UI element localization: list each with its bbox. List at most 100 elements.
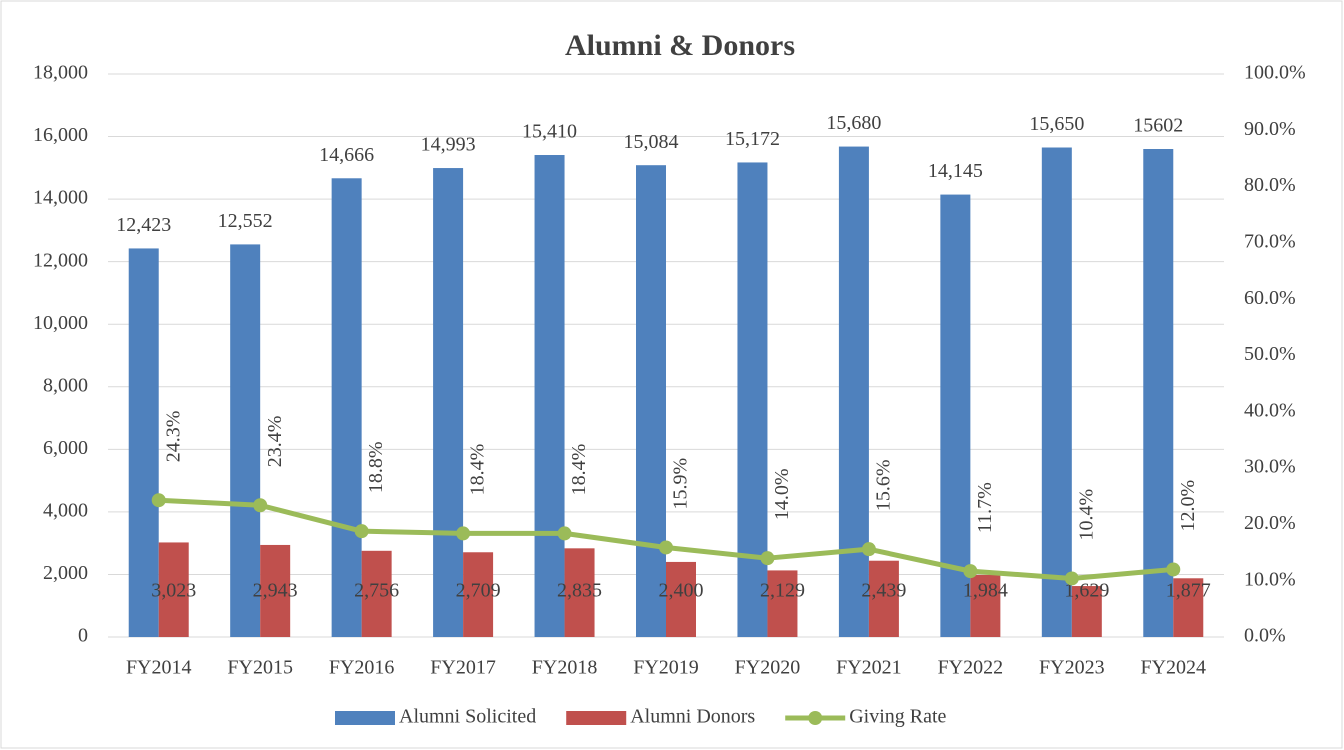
bar (564, 548, 595, 637)
line-label: 23.4% (264, 416, 286, 468)
line-label: 11.7% (974, 482, 996, 533)
bar-label: 1,629 (1064, 580, 1109, 602)
x-tick-label: FY2023 (1039, 657, 1105, 679)
x-tick-label: FY2020 (735, 657, 801, 679)
bar (158, 542, 189, 637)
line-point (557, 526, 572, 541)
y2-tick-label: 50.0% (1244, 343, 1296, 365)
bar (433, 168, 464, 637)
line-point (963, 564, 978, 579)
bar (737, 162, 768, 637)
line-point (1064, 571, 1079, 586)
bar-label: 14,666 (319, 144, 374, 166)
bar-label: 1,877 (1166, 580, 1211, 602)
bar (666, 561, 696, 637)
x-tick-label: FY2015 (227, 657, 293, 679)
y2-tick-label: 10.0% (1244, 568, 1296, 590)
bar (260, 544, 291, 637)
bar-label: 15,084 (624, 131, 679, 153)
line-label: 18.8% (365, 441, 387, 493)
x-tick-label: FY2021 (836, 657, 902, 679)
y-tick-label: 4,000 (43, 499, 88, 521)
bar (767, 570, 798, 637)
bar-label: 2,835 (557, 580, 602, 602)
bar-label: 15,410 (522, 121, 577, 143)
bar-label: 12,552 (218, 210, 273, 232)
bar-label: 15,680 (826, 112, 881, 134)
legend-swatch (335, 711, 395, 725)
y-tick-label: 12,000 (33, 249, 88, 271)
bar (534, 155, 565, 637)
bar (838, 146, 869, 637)
line-label: 15.6% (873, 460, 895, 512)
line-label: 18.4% (467, 444, 489, 496)
line-point (659, 540, 673, 555)
y-tick-label: 6,000 (43, 437, 88, 459)
legend-swatch (566, 711, 627, 725)
y2-tick-label: 30.0% (1244, 456, 1296, 478)
bar-label: 14,993 (421, 134, 476, 156)
legend-label: Alumni Solicited (399, 706, 536, 728)
line-label: 12.0% (1177, 480, 1199, 532)
line-point (1166, 562, 1181, 577)
y-tick-label: 18,000 (33, 62, 88, 84)
bar-label: 2,400 (659, 580, 704, 602)
bar-label: 14,145 (928, 160, 983, 182)
bar-label: 2,756 (354, 580, 399, 602)
x-tick-label: FY2014 (126, 657, 192, 679)
y2-tick-label: 100.0% (1244, 62, 1306, 84)
line-point (760, 551, 775, 566)
line-point (253, 498, 268, 513)
bar-label: 2,129 (760, 580, 805, 602)
y2-tick-label: 0.0% (1244, 625, 1286, 647)
x-tick-label: FY2024 (1140, 657, 1206, 679)
bar-label: 2,943 (253, 580, 298, 602)
x-tick-label: FY2018 (532, 657, 598, 679)
line-label: 10.4% (1075, 489, 1097, 541)
x-tick-label: FY2016 (329, 657, 395, 679)
bar (1143, 149, 1174, 638)
line-point (354, 524, 369, 539)
y2-tick-label: 40.0% (1244, 399, 1296, 421)
y-tick-label: 14,000 (33, 187, 88, 209)
y-tick-label: 8,000 (43, 374, 88, 396)
bar-label: 1,984 (963, 580, 1008, 602)
y-tick-label: 10,000 (33, 312, 88, 334)
y2-tick-label: 80.0% (1244, 174, 1296, 196)
chart-title: Alumni & Donors (565, 29, 795, 62)
bar-label: 2,439 (861, 580, 906, 602)
bar-label: 15602 (1133, 115, 1183, 137)
bar (868, 560, 899, 637)
line-point (151, 493, 166, 508)
line-label: 14.0% (771, 469, 793, 521)
line-label: 18.4% (568, 444, 590, 496)
bar (230, 244, 261, 637)
line-label: 24.3% (162, 411, 184, 463)
bar (463, 552, 494, 637)
line-point (861, 542, 876, 557)
bar (1173, 578, 1204, 637)
bar (128, 248, 159, 638)
bar-label: 15,172 (725, 128, 780, 150)
y-tick-label: 0 (78, 625, 88, 647)
bar-label: 3,023 (151, 580, 196, 602)
y2-tick-label: 60.0% (1244, 287, 1296, 309)
bar-label: 15,650 (1029, 113, 1084, 135)
legend-label: Giving Rate (849, 706, 946, 728)
bar (1041, 147, 1072, 637)
x-tick-label: FY2017 (430, 657, 496, 679)
bar (970, 574, 1001, 637)
bar (361, 550, 392, 637)
x-tick-label: FY2019 (633, 657, 699, 679)
bar-label: 12,423 (116, 214, 171, 236)
y2-tick-label: 70.0% (1244, 230, 1296, 252)
bar (331, 178, 362, 638)
bar (1071, 586, 1102, 637)
line-label: 15.9% (670, 458, 692, 510)
y2-tick-label: 20.0% (1244, 512, 1296, 534)
y2-tick-label: 90.0% (1244, 118, 1296, 140)
y-tick-label: 2,000 (43, 562, 88, 584)
bar-label: 2,709 (456, 580, 501, 602)
